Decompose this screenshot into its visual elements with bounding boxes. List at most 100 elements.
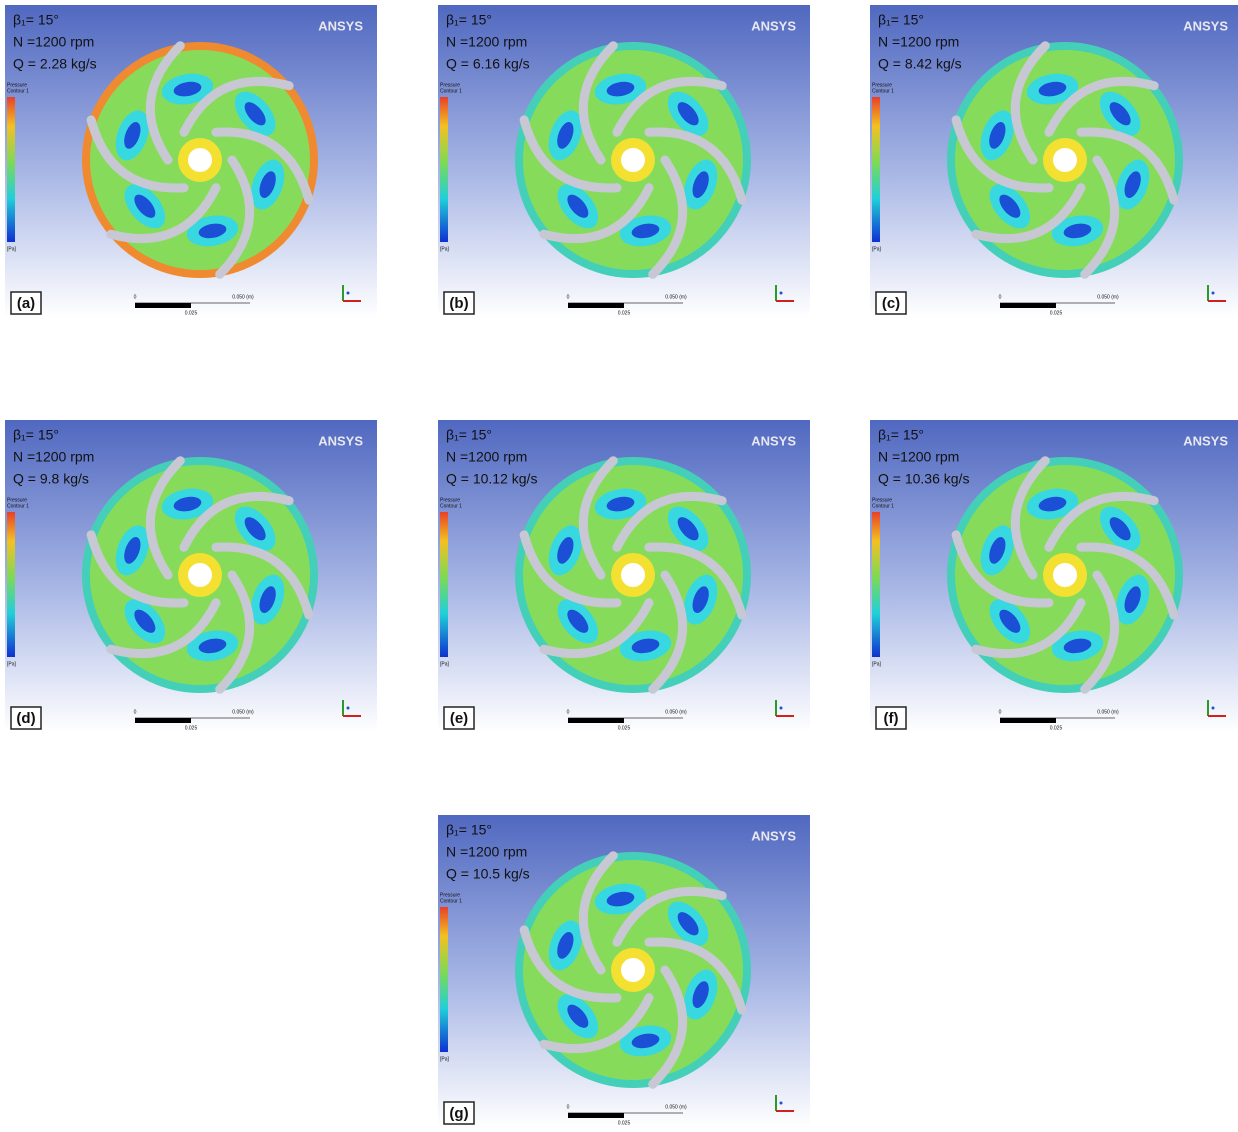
scale-mid: 0.025 — [185, 725, 198, 731]
beta: β₁= 15° — [878, 427, 924, 443]
panel: β₁= 15°N =1200 rpmQ = 10.12 kg/sANSYSPre… — [438, 420, 810, 732]
panel-label: (b) — [449, 295, 468, 312]
scale-mid: 0.025 — [1050, 310, 1063, 316]
legend-unit: [Pa] — [872, 661, 882, 667]
legend-unit: [Pa] — [440, 661, 450, 667]
brand: ANSYS — [1183, 18, 1228, 33]
legend-unit: [Pa] — [7, 246, 17, 252]
hub — [621, 563, 645, 587]
beta: β₁= 15° — [13, 12, 59, 28]
axis-z — [347, 707, 350, 710]
legend-subtitle: Contour 1 — [7, 503, 29, 509]
scale-start: 0 — [134, 294, 137, 300]
flow: Q = 10.5 kg/s — [446, 866, 530, 882]
scale-mid: 0.025 — [1050, 725, 1063, 731]
brand: ANSYS — [751, 18, 796, 33]
scale-mid: 0.025 — [618, 725, 631, 731]
beta: β₁= 15° — [13, 427, 59, 443]
scale-bar — [568, 718, 624, 723]
speed: N =1200 rpm — [446, 449, 527, 465]
colorbar — [872, 97, 880, 242]
scale-start: 0 — [567, 709, 570, 715]
colorbar — [7, 97, 15, 242]
legend-unit: [Pa] — [440, 246, 450, 252]
impeller — [951, 46, 1179, 275]
figure: β₁= 15°N =1200 rpmQ = 2.28 kg/sANSYSPres… — [0, 0, 1238, 1128]
axis-z — [780, 707, 783, 710]
scale-bar — [568, 303, 624, 308]
scale-end: 0.050 (m) — [665, 709, 687, 715]
scale-bar — [135, 303, 191, 308]
beta: β₁= 15° — [446, 427, 492, 443]
speed: N =1200 rpm — [446, 34, 527, 50]
scale-mid: 0.025 — [618, 1120, 631, 1126]
axis-z — [1212, 707, 1215, 710]
hub — [621, 958, 645, 982]
panel: β₁= 15°N =1200 rpmQ = 8.42 kg/sANSYSPres… — [870, 5, 1238, 317]
legend-subtitle: Contour 1 — [440, 88, 462, 94]
hub — [188, 148, 212, 172]
beta: β₁= 15° — [878, 12, 924, 28]
contour-plot: β₁= 15°N =1200 rpmQ = 10.12 kg/sANSYSPre… — [438, 420, 810, 732]
scale-bar — [1000, 718, 1056, 723]
colorbar — [440, 512, 448, 657]
impeller — [951, 461, 1179, 690]
scale-bar — [568, 1113, 624, 1118]
speed: N =1200 rpm — [13, 34, 94, 50]
colorbar — [872, 512, 880, 657]
panel-label: (d) — [16, 710, 35, 727]
hub — [1053, 148, 1077, 172]
panel-label: (c) — [882, 295, 900, 312]
flow: Q = 2.28 kg/s — [13, 56, 97, 72]
legend-unit: [Pa] — [872, 246, 882, 252]
panel: β₁= 15°N =1200 rpmQ = 6.16 kg/sANSYSPres… — [438, 5, 810, 317]
scale-end: 0.050 (m) — [232, 294, 254, 300]
flow: Q = 8.42 kg/s — [878, 56, 962, 72]
legend-unit: [Pa] — [440, 1056, 450, 1062]
speed: N =1200 rpm — [446, 844, 527, 860]
legend-subtitle: Contour 1 — [872, 503, 894, 509]
scale-end: 0.050 (m) — [232, 709, 254, 715]
speed: N =1200 rpm — [878, 449, 959, 465]
scale-mid: 0.025 — [618, 310, 631, 316]
flow: Q = 6.16 kg/s — [446, 56, 530, 72]
legend-unit: [Pa] — [7, 661, 17, 667]
panel-label: (e) — [450, 710, 468, 727]
legend-subtitle: Contour 1 — [872, 88, 894, 94]
axis-z — [780, 292, 783, 295]
scale-start: 0 — [567, 1104, 570, 1110]
brand: ANSYS — [1183, 433, 1228, 448]
axis-z — [347, 292, 350, 295]
brand: ANSYS — [751, 828, 796, 843]
colorbar — [440, 97, 448, 242]
scale-start: 0 — [567, 294, 570, 300]
scale-end: 0.050 (m) — [1097, 294, 1119, 300]
colorbar — [440, 907, 448, 1052]
panel-label: (a) — [17, 295, 35, 312]
scale-end: 0.050 (m) — [665, 1104, 687, 1110]
panel: β₁= 15°N =1200 rpmQ = 10.36 kg/sANSYSPre… — [870, 420, 1238, 732]
scale-bar — [1000, 303, 1056, 308]
scale-start: 0 — [999, 709, 1002, 715]
flow: Q = 10.12 kg/s — [446, 471, 537, 487]
hub — [1053, 563, 1077, 587]
legend-subtitle: Contour 1 — [7, 88, 29, 94]
contour-plot: β₁= 15°N =1200 rpmQ = 10.36 kg/sANSYSPre… — [870, 420, 1238, 732]
impeller — [519, 856, 747, 1085]
legend-subtitle: Contour 1 — [440, 898, 462, 904]
impeller — [519, 461, 747, 690]
panel-label: (f) — [884, 710, 899, 727]
panel-label: (g) — [449, 1105, 468, 1122]
legend-subtitle: Contour 1 — [440, 503, 462, 509]
brand: ANSYS — [751, 433, 796, 448]
scale-mid: 0.025 — [185, 310, 198, 316]
scale-start: 0 — [999, 294, 1002, 300]
beta: β₁= 15° — [446, 822, 492, 838]
